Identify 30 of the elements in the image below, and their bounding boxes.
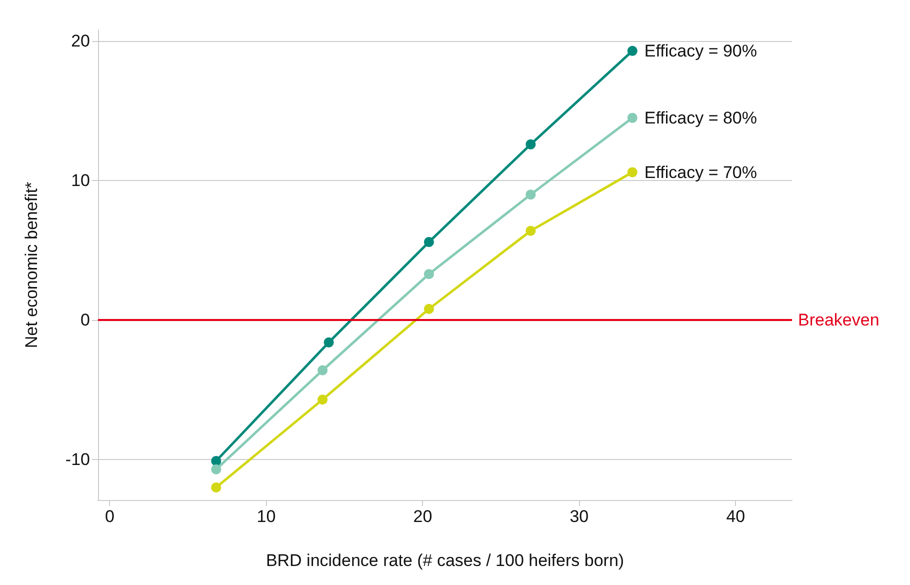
point [526, 139, 536, 150]
ref-line-label: Breakeven [798, 310, 880, 330]
series-label: Efficacy = 90% [644, 41, 757, 60]
series-label: Efficacy = 80% [644, 108, 757, 128]
point [324, 337, 334, 348]
point [627, 46, 638, 56]
y-tick-label: 0 [80, 310, 90, 330]
y-tick-label: 20 [71, 32, 90, 51]
point [424, 269, 434, 280]
point [424, 304, 434, 314]
point [211, 464, 222, 474]
point [627, 167, 638, 178]
point [526, 190, 536, 200]
y-tick-label: -10 [65, 450, 90, 470]
x-tick-label: 10 [256, 507, 276, 526]
x-tick-label: 30 [570, 507, 589, 526]
point [627, 112, 638, 123]
point [318, 394, 328, 405]
point [318, 365, 328, 376]
point [526, 226, 536, 236]
x-tick-label: 0 [105, 507, 114, 526]
point [211, 456, 222, 466]
x-tick-label: 20 [413, 507, 432, 526]
y-tick-label: 10 [71, 171, 90, 190]
series-label: Efficacy = 70% [644, 162, 757, 182]
point [424, 236, 434, 247]
x-axis-title: BRD incidence rate (# cases / 100 heifers born) [266, 551, 624, 570]
y-axis-title: Net economic benefit* [22, 181, 41, 348]
x-tick-label: 40 [726, 507, 746, 526]
point [211, 482, 222, 492]
